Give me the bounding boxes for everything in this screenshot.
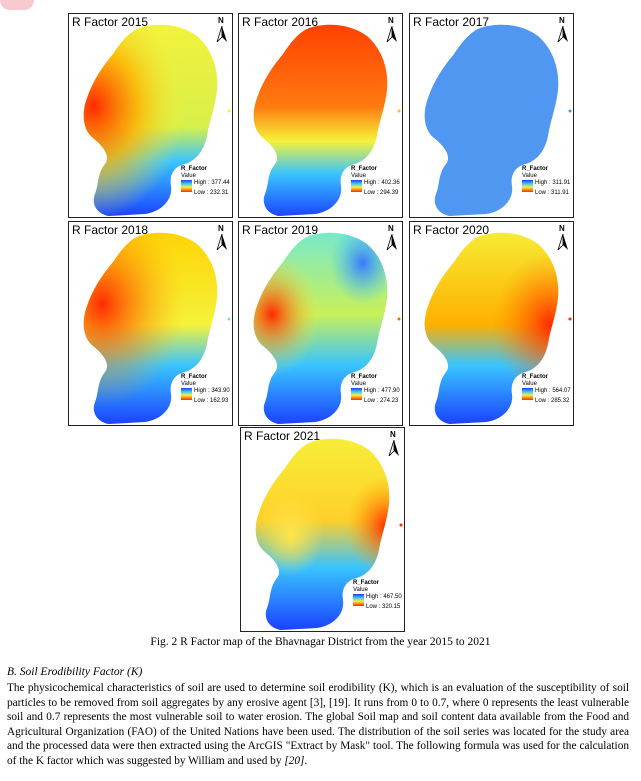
north-arrow-icon: N: [216, 16, 228, 42]
r-factor-map-2017: [424, 24, 572, 217]
north-arrow-icon: N: [386, 224, 398, 250]
r-factor-map-2016: [253, 24, 401, 217]
map-panel-2021: R Factor 2021 N R_Factor Value High : 46…: [240, 427, 405, 632]
legend-low: Low : 285.32: [535, 398, 570, 404]
map-legend: R_Factor Value High : 377.44 Low : 232.3…: [181, 166, 230, 196]
map-legend: R_Factor Value High : 402.36 Low : 294.3…: [351, 166, 400, 196]
north-arrow-icon: N: [216, 224, 228, 250]
north-arrow-icon: N: [388, 430, 400, 456]
legend-color-ramp: [351, 180, 362, 192]
north-arrow-icon: N: [386, 16, 398, 42]
map-legend: R_Factor Value High : 564.07 Low : 285.3…: [522, 374, 571, 404]
legend-low: Low : 311.91: [535, 190, 569, 196]
panel-title: R Factor 2020: [413, 223, 490, 237]
r-factor-map-2015: [83, 24, 231, 217]
legend-color-ramp: [351, 388, 362, 400]
legend-high: High : 564.07: [535, 388, 571, 394]
panel-title: R Factor 2019: [242, 223, 319, 237]
map-legend: R_Factor Value High : 477.90 Low : 274.2…: [351, 374, 400, 404]
figure-caption: Fig. 2 R Factor map of the Bhavnagar Dis…: [150, 636, 491, 648]
legend-high: High : 477.90: [364, 388, 400, 394]
r-factor-map-2020: [424, 232, 572, 425]
legend-high: High : 467.50: [366, 594, 402, 600]
legend-color-ramp: [522, 180, 533, 192]
legend-high: High : 311.91: [535, 180, 571, 186]
map-panel-2016: R Factor 2016 N R_Factor Value High : 40…: [238, 13, 403, 218]
map-panel-2015: R Factor 2015 N R_Factor Value High : 37…: [68, 13, 233, 218]
legend-low: Low : 294.39: [364, 190, 399, 196]
legend-low: Low : 274.23: [364, 398, 399, 404]
citation-ref: [20]: [284, 754, 305, 767]
section-heading: B. Soil Erodibility Factor (K): [7, 666, 143, 678]
legend-high: High : 377.44: [194, 180, 230, 186]
legend-color-ramp: [181, 388, 192, 400]
legend-color-ramp: [522, 388, 533, 400]
decorative-corner-shape: [0, 0, 34, 10]
north-arrow-icon: N: [557, 224, 569, 250]
map-legend: R_Factor Value High : 343.90 Low : 162.9…: [181, 374, 230, 404]
panel-title: R Factor 2018: [72, 223, 149, 237]
map-panel-2017: R Factor 2017 N R_Factor Value High : 31…: [409, 13, 574, 218]
north-arrow-icon: N: [557, 16, 569, 42]
legend-color-ramp: [181, 180, 192, 192]
map-panel-2019: R Factor 2019 N R_Factor Value High : 47…: [238, 221, 403, 426]
r-factor-map-2019: [253, 232, 401, 425]
legend-low: Low : 162.93: [194, 398, 229, 404]
map-panel-2018: R Factor 2018 N R_Factor Value High : 34…: [68, 221, 233, 426]
legend-high: High : 343.90: [194, 388, 230, 394]
r-factor-map-2021: [255, 438, 403, 631]
legend-low: Low : 320.15: [366, 604, 401, 610]
legend-low: Low : 232.31: [194, 190, 229, 196]
r-factor-map-2018: [83, 232, 231, 425]
legend-high: High : 402.36: [364, 180, 400, 186]
panel-title: R Factor 2015: [72, 15, 149, 29]
map-panel-2020: R Factor 2020 N R_Factor Value High : 56…: [409, 221, 574, 426]
panel-title: R Factor 2016: [242, 15, 319, 29]
map-legend: R_Factor Value High : 311.91 Low : 311.9…: [522, 166, 571, 196]
panel-title: R Factor 2021: [244, 429, 321, 443]
panel-title: R Factor 2017: [413, 15, 490, 29]
legend-color-ramp: [353, 594, 364, 606]
map-legend: R_Factor Value High : 467.50 Low : 320.1…: [353, 580, 402, 610]
body-paragraph: The physicochemical characteristics of s…: [7, 682, 629, 767]
